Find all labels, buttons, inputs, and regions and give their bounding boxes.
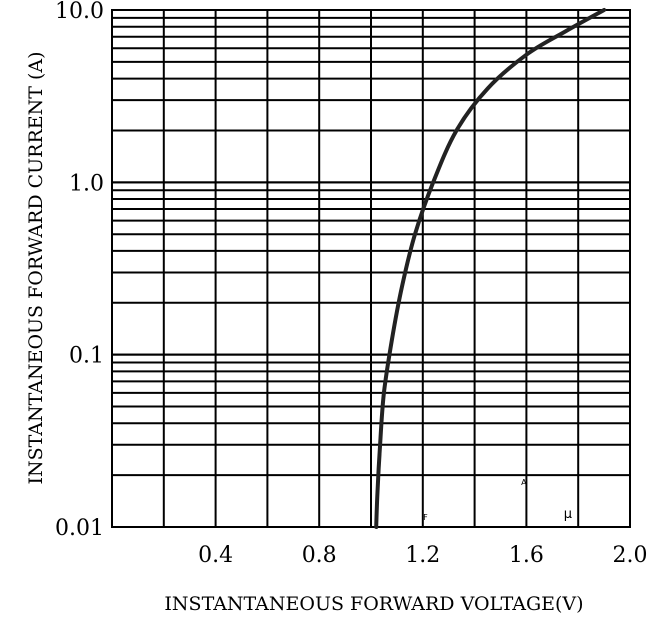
x-axis-title: INSTANTANEOUS FORWARD VOLTAGE(V) [164,593,583,615]
x-tick-label: 0.4 [198,543,233,568]
stray-mark: F [423,513,428,522]
x-tick-label: 1.6 [509,543,544,568]
y-axis-title: INSTANTANEOUS FORWARD CURRENT (A) [25,51,47,484]
y-tick-label: 0.1 [69,344,104,369]
grid [112,9,630,528]
x-tick-label: 2.0 [613,543,648,568]
x-tick-label: 0.8 [302,543,337,568]
stray-mark: A [521,478,527,487]
series-line [374,8,607,529]
tick-labels: 0.4 0.8 1.2 1.6 2.0 0.01 0.1 1.0 10.0 [55,0,647,568]
y-tick-label: 1.0 [69,171,104,196]
stray-marks: F Aµ [423,478,572,522]
series-group [374,8,607,529]
plot-frame [111,9,631,528]
y-tick-label: 10.0 [55,0,104,24]
x-tick-label: 1.2 [405,543,440,568]
y-tick-label: 0.01 [55,516,104,541]
stray-mark: µ [564,507,572,522]
